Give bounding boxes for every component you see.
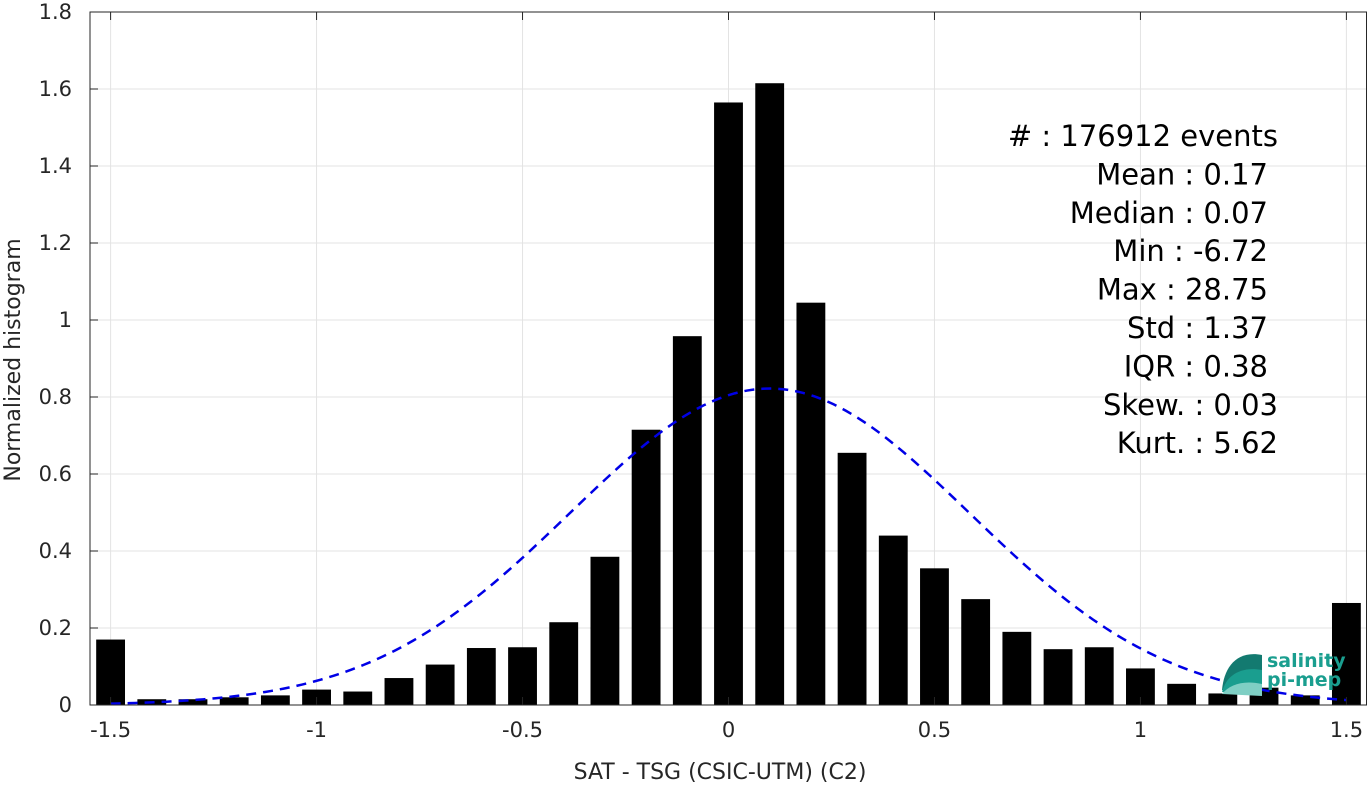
histogram-bar-10 bbox=[508, 647, 537, 705]
histogram-bar-9 bbox=[466, 648, 496, 705]
histogram-bar-4 bbox=[260, 695, 290, 705]
histogram-bar-20 bbox=[920, 568, 949, 705]
x-tick-label-6: 1.5 bbox=[1330, 718, 1363, 742]
stat-line-6: IQR : 0.38 bbox=[1124, 349, 1268, 383]
histogram-bar-0 bbox=[96, 639, 126, 705]
stats-annotation: # : 176912 events Mean : 0.17 Median : 0.0… bbox=[1008, 119, 1278, 460]
histogram-bar-8 bbox=[425, 664, 455, 705]
salinity-pi-mep-logo: salinity pi-mep bbox=[1222, 650, 1346, 696]
y-tick-labels: 0 0.2 0.4 0.6 0.8 1 1.2 1.4 1.6 1.8 bbox=[39, 0, 72, 717]
x-tick-label-3: 0 bbox=[722, 718, 735, 742]
histogram-bar-27 bbox=[1208, 693, 1238, 705]
y-tick-label-0: 0 bbox=[59, 693, 72, 717]
histogram-bar-21 bbox=[961, 599, 991, 705]
histogram-bar-12 bbox=[590, 556, 620, 705]
histogram-bar-16 bbox=[755, 83, 785, 706]
normal-fit-curve bbox=[110, 387, 1347, 705]
histogram-bar-11 bbox=[549, 622, 579, 705]
histogram-bar-24 bbox=[1084, 647, 1114, 705]
y-tick-label-4: 0.8 bbox=[39, 385, 72, 409]
y-tick-label-5: 1 bbox=[59, 308, 72, 332]
y-tick-label-7: 1.4 bbox=[39, 154, 72, 178]
y-tick-label-6: 1.2 bbox=[39, 231, 72, 255]
histogram-bar-3 bbox=[219, 697, 249, 705]
histogram-bar-22 bbox=[1002, 631, 1032, 705]
y-tick-label-8: 1.6 bbox=[39, 77, 72, 101]
wave-logo-icon bbox=[1222, 654, 1262, 696]
stat-line-7: Skew. : 0.03 bbox=[1103, 388, 1278, 422]
y-tick-label-3: 0.6 bbox=[39, 462, 72, 486]
stat-line-3: Min : -6.72 bbox=[1113, 234, 1268, 268]
histogram-bar-29 bbox=[1290, 695, 1320, 705]
y-tick-label-2: 0.4 bbox=[39, 539, 72, 563]
x-tick-label-2: -0.5 bbox=[502, 718, 543, 742]
histogram-bar-13 bbox=[631, 429, 661, 705]
histogram-bar-6 bbox=[343, 691, 373, 705]
histogram-bar-17 bbox=[796, 302, 826, 705]
stat-line-8: Kurt. : 5.62 bbox=[1117, 426, 1278, 460]
x-tick-label-1: -1 bbox=[306, 718, 327, 742]
y-axis-title: Normalized histogram bbox=[1, 238, 26, 481]
histogram-bar-7 bbox=[384, 678, 414, 705]
histogram-bar-15 bbox=[714, 102, 743, 706]
stat-line-1: Mean : 0.17 bbox=[1096, 157, 1268, 191]
x-tick-label-4: 0.5 bbox=[918, 718, 951, 742]
histogram-bar-26 bbox=[1167, 683, 1197, 705]
histogram-bar-23 bbox=[1043, 649, 1073, 705]
logo-text-salinity: salinity bbox=[1267, 650, 1346, 672]
ticks-layer bbox=[90, 11, 1347, 706]
histogram-bar-30 bbox=[1331, 602, 1361, 705]
stat-line-4: Max : 28.75 bbox=[1097, 273, 1268, 307]
y-tick-label-9: 1.8 bbox=[39, 0, 72, 24]
bars-layer bbox=[96, 83, 1361, 706]
histogram-bar-18 bbox=[837, 452, 867, 705]
histogram-bar-14 bbox=[672, 336, 702, 705]
histogram-bar-2 bbox=[178, 699, 208, 705]
stat-line-5: Std : 1.37 bbox=[1127, 311, 1268, 345]
x-axis-title: SAT - TSG (CSIC-UTM) (C2) bbox=[574, 760, 867, 785]
stat-line-0: # : 176912 events bbox=[1008, 119, 1278, 153]
x-tick-label-5: 1 bbox=[1134, 718, 1147, 742]
histogram-bar-19 bbox=[878, 535, 908, 705]
x-tick-labels: -1.5 -1 -0.5 0 0.5 1 1.5 bbox=[90, 718, 1363, 742]
logo-text-pi-mep: pi-mep bbox=[1267, 669, 1341, 691]
stat-line-2: Median : 0.07 bbox=[1070, 196, 1268, 230]
x-tick-label-0: -1.5 bbox=[90, 718, 131, 742]
y-tick-label-1: 0.2 bbox=[39, 616, 72, 640]
